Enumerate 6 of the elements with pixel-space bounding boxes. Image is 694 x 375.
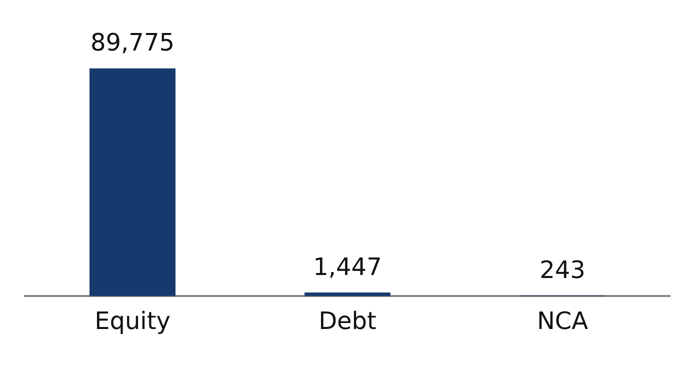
x-tick-label: Equity [94,306,170,335]
data-label: 1,447 [313,252,382,281]
data-label: 89,775 [90,28,174,57]
x-tick-label: NCA [536,306,589,335]
data-label: 243 [540,256,586,284]
x-tick-label: Debt [318,306,376,335]
